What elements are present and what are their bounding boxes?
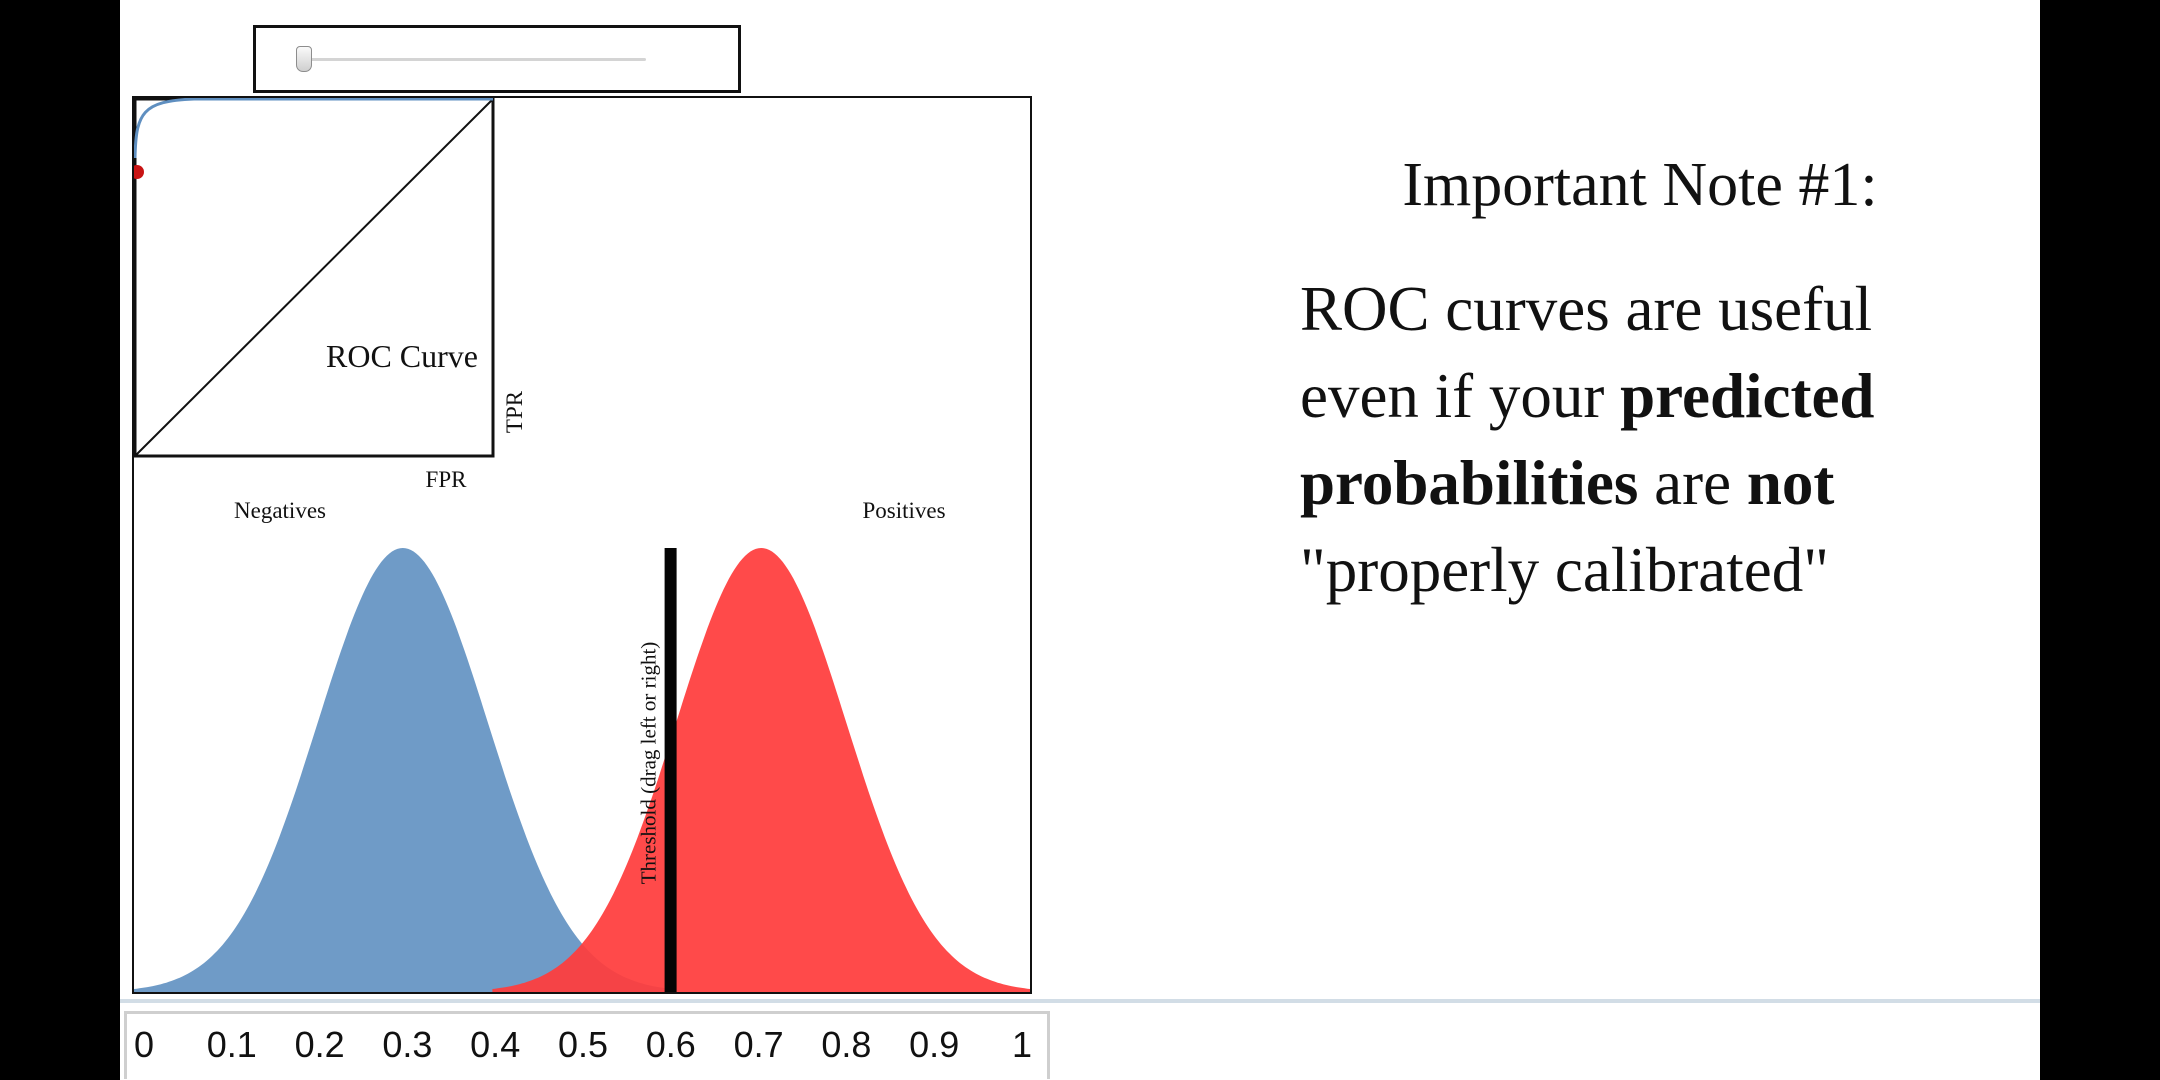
note-emphasis: predicted [1620, 361, 1875, 431]
roc-title: ROC Curve [326, 338, 478, 374]
note-emphasis: not [1746, 448, 1835, 518]
x-axis: 0 0.1 0.2 0.3 0.4 0.5 0.6 0.7 0.8 0.9 1 [124, 1011, 1050, 1079]
x-tick-label: 0.7 [733, 1024, 784, 1065]
x-tick-label: 0.4 [470, 1024, 521, 1065]
distribution-plot: Negatives Positives Threshold (drag left o… [134, 98, 1030, 992]
x-tick-label: 0.5 [557, 1024, 609, 1065]
x-tick-label: 0.1 [206, 1024, 257, 1065]
threshold-line[interactable] [664, 548, 677, 992]
slider-thumb[interactable] [296, 46, 312, 72]
x-tick-label: 0.3 [382, 1024, 433, 1065]
x-tick-label: 0.6 [645, 1024, 696, 1065]
roc-operating-point [134, 165, 144, 179]
note-line-2: even if your predicted [1300, 353, 2020, 440]
roc-ylabel: TPR [502, 390, 527, 433]
x-tick-label: 0.8 [821, 1024, 872, 1065]
note-text: even if your [1300, 361, 1621, 431]
x-tick-label: 0 [133, 1024, 155, 1065]
note-line-3: probabilities are not [1300, 440, 2020, 527]
x-tick-label: 1 [1011, 1024, 1033, 1065]
roc-xlabel: FPR [426, 467, 468, 492]
x-tick-label: 0.9 [909, 1024, 960, 1065]
positives-label: Positives [862, 498, 945, 523]
note-line-4: "properly calibrated" [1300, 535, 1829, 605]
note-line-1: ROC curves are useful [1300, 274, 1873, 344]
slider-track[interactable] [296, 58, 646, 61]
roc-diagonal [134, 98, 494, 457]
threshold-label: Threshold (drag left or right) [637, 642, 661, 885]
negatives-label: Negatives [234, 498, 326, 523]
plot-frame: Negatives Positives Threshold (drag left o… [132, 96, 1032, 994]
x-axis-bar: 0 0.1 0.2 0.3 0.4 0.5 0.6 0.7 0.8 0.9 1 [120, 999, 2040, 1080]
roc-curve-line [134, 98, 493, 159]
negatives-distribution [134, 548, 672, 992]
slider-panel [253, 25, 741, 93]
note-text: are [1638, 448, 1747, 518]
note-body: ROC curves are useful even if your predi… [1300, 266, 2020, 614]
note-emphasis: probabilities [1300, 448, 1639, 518]
positives-distribution [492, 548, 1030, 992]
x-tick-label: 0.2 [294, 1024, 345, 1065]
note-title: Important Note #1: [1402, 151, 1878, 219]
